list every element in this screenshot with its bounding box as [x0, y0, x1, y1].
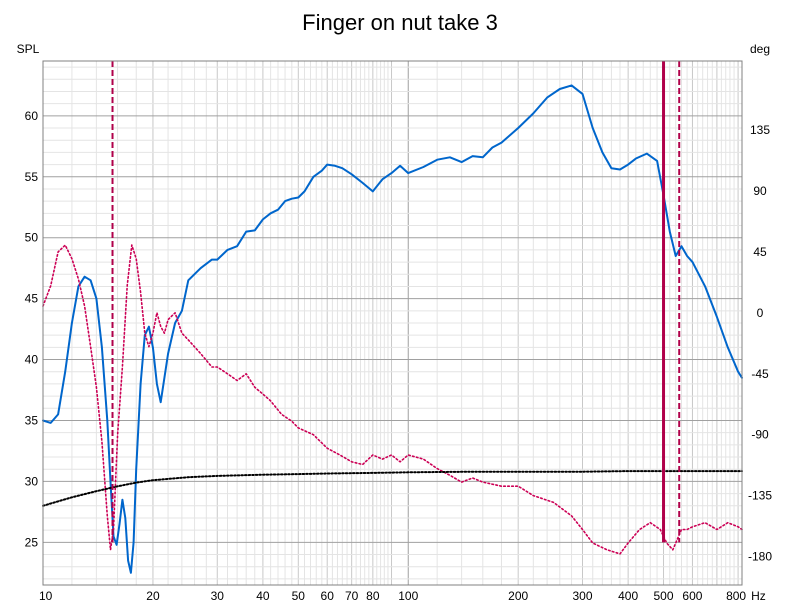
right-tick-label: 90 [753, 184, 767, 198]
left-tick-label: 45 [25, 292, 39, 306]
left-tick-label: 50 [25, 231, 39, 245]
x-tick-label: 400 [618, 589, 638, 603]
chart-title: Finger on nut take 3 [302, 10, 498, 35]
x-tick-label: 800 [726, 589, 746, 603]
tick-labels: 25 30 35 40 45 50 55 60 -180 -135 -90 -45 0 45 90 135 10… [25, 109, 773, 603]
plot-frame [42, 60, 743, 586]
right-tick-label: 135 [750, 123, 770, 137]
series-spl-line [42, 84, 743, 574]
series-floor-line [42, 470, 743, 507]
x-tick-label: 60 [321, 589, 335, 603]
series-phase-line [42, 244, 743, 555]
x-tick-label: 600 [682, 589, 702, 603]
right-tick-label: -180 [748, 550, 772, 564]
grid-lines [42, 61, 742, 585]
left-tick-label: 25 [25, 535, 39, 549]
left-tick-label: 60 [25, 109, 39, 123]
right-axis-label: deg [750, 42, 770, 56]
chart-marks [42, 61, 743, 574]
x-tick-label: 500 [654, 589, 674, 603]
right-tick-label: -90 [751, 428, 769, 442]
right-tick-label: -135 [748, 489, 772, 503]
right-tick-label: 45 [753, 245, 767, 259]
left-tick-label: 55 [25, 170, 39, 184]
x-tick-label: 30 [211, 589, 225, 603]
right-tick-label: -45 [751, 367, 769, 381]
x-tick-label: 20 [146, 589, 160, 603]
x-tick-label: 300 [572, 589, 592, 603]
x-tick-label: 40 [256, 589, 270, 603]
left-tick-label: 30 [25, 474, 39, 488]
x-tick-label: 50 [292, 589, 306, 603]
x-tick-label: 200 [508, 589, 528, 603]
x-tick-label: 70 [345, 589, 359, 603]
x-tick-label: 80 [366, 589, 380, 603]
right-tick-label: 0 [757, 306, 764, 320]
left-tick-label: 40 [25, 353, 39, 367]
x-tick-label: 10 [39, 589, 53, 603]
x-unit-label: Hz [751, 589, 766, 603]
x-tick-label: 100 [398, 589, 418, 603]
left-axis-label: SPL [17, 42, 40, 56]
left-tick-label: 35 [25, 413, 39, 427]
